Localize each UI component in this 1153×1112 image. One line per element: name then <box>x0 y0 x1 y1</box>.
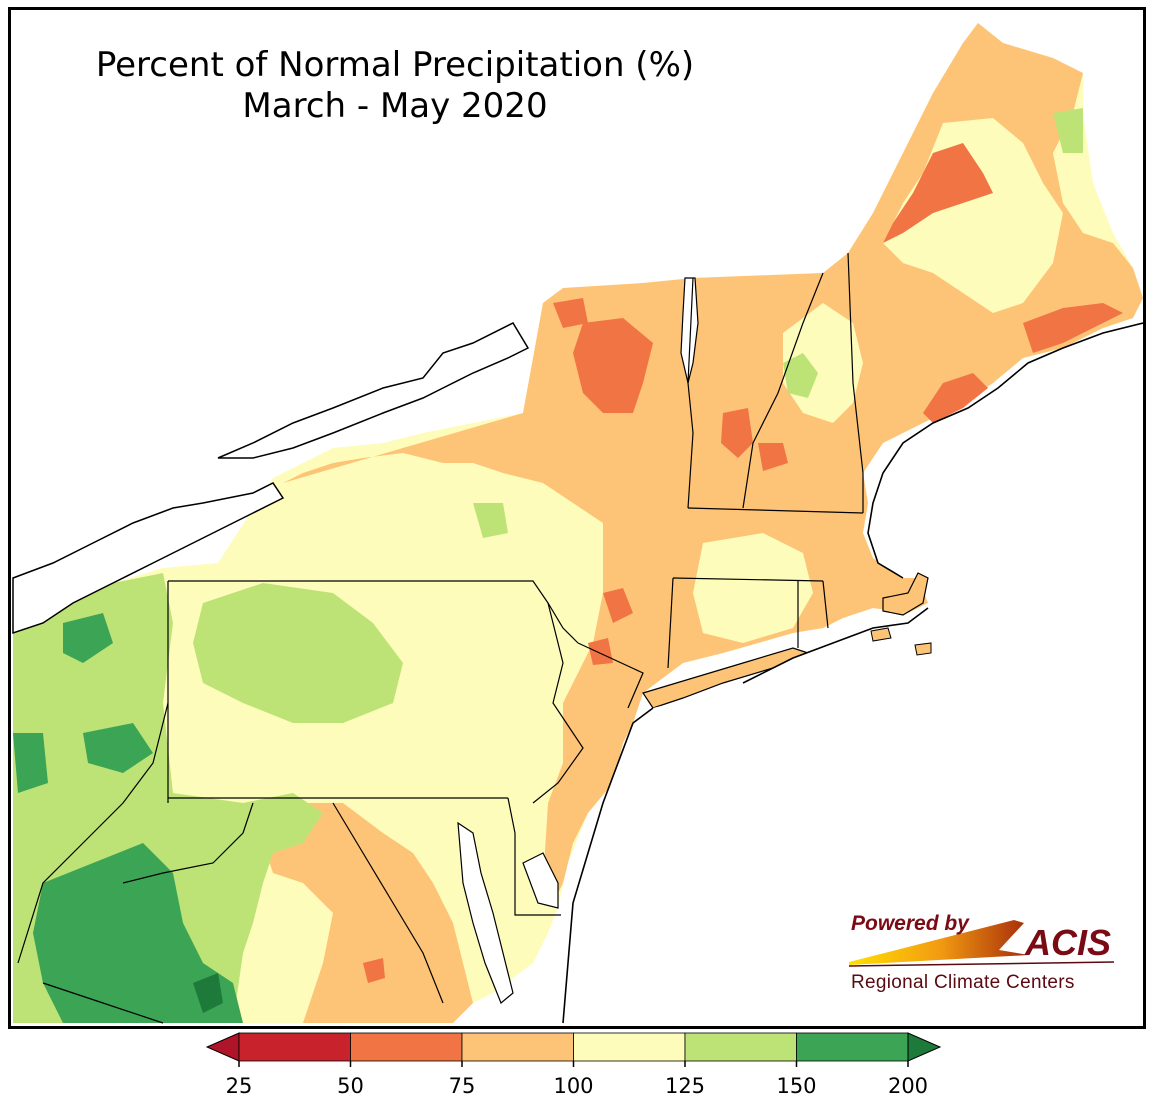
zone-50-75-hudson <box>603 588 633 623</box>
zone-50-75-nh-coast <box>923 373 988 423</box>
zone-50-75-maine-coast <box>1023 303 1123 353</box>
colorbar-bin <box>238 1032 351 1062</box>
acis-swoosh-icon <box>848 920 1115 967</box>
lake-ontario <box>217 322 530 459</box>
map-subtitle: March - May 2020 <box>242 86 548 126</box>
colorbar-tick-label: 25 <box>226 1074 253 1098</box>
state-boundaries <box>17 252 864 1024</box>
zone-50-75-nw-ny <box>553 298 588 328</box>
cape-cod <box>882 572 929 616</box>
boundary-oh-wv-south <box>42 982 164 1024</box>
lake-erie <box>12 482 285 635</box>
zone-50-75-virginia <box>363 958 385 983</box>
colorbar-tick-label: 75 <box>449 1074 476 1098</box>
boundary-vt-ny <box>687 277 694 509</box>
map-title: Percent of Normal Precipitation (%) <box>95 45 695 85</box>
zone-125-150-maine-ne <box>1053 108 1083 153</box>
acis-subtitle: Regional Climate Centers <box>851 972 1075 993</box>
boundary-nj-ny <box>577 642 644 709</box>
lake-champlain <box>680 277 699 384</box>
zone-150-200-oh <box>63 613 113 663</box>
zone-125-150-nh-mtn <box>783 353 818 398</box>
zone-100-125-ny-central <box>323 473 593 603</box>
atlantic-ocean <box>563 323 1143 1023</box>
precipitation-map <box>11 10 1143 1026</box>
colorbar-bin <box>796 1032 909 1062</box>
zone-100-125-ma <box>693 533 813 643</box>
boundary-nh-me <box>847 252 864 513</box>
colorbar-tick-label: 50 <box>337 1074 364 1098</box>
acis-logo: Powered by ACIS Regional Climate Centers <box>839 910 1129 1005</box>
boundary-ct-ma <box>672 577 824 582</box>
zone-150-200-wv <box>33 843 243 1023</box>
colorbar-ticks: 25 50 75 100 125 150 200 <box>226 1061 928 1098</box>
coastline <box>562 322 1143 1024</box>
marthas-vineyard <box>870 627 892 642</box>
zone-150-200-oh-south <box>83 723 153 773</box>
boundary-vt-nh <box>742 272 824 509</box>
zone-75-100-maryland <box>263 803 473 1023</box>
boundary-wv-oh <box>17 702 169 964</box>
zone-150-200-oh-west <box>13 733 48 793</box>
zone-50-75-vt <box>721 408 753 458</box>
colorbar-tick-label: 150 <box>776 1074 816 1098</box>
zone-125-150-pa <box>193 583 403 723</box>
colorbar-tick-label: 100 <box>553 1074 593 1098</box>
nantucket <box>914 642 932 656</box>
colorbar-tick-label: 125 <box>665 1074 705 1098</box>
zone-50-75-adirondacks <box>573 318 653 413</box>
boundary-md-va <box>332 802 444 1004</box>
boundary-pa-west <box>167 580 218 798</box>
zone-150-200-va <box>193 973 223 1013</box>
colorbar-under-arrow <box>205 1032 240 1062</box>
colorbar-bins <box>205 1032 942 1062</box>
boundary-ri-ma <box>822 580 829 629</box>
zone-50-75-nj-north <box>588 638 613 665</box>
delaware-bay <box>522 852 559 909</box>
boundary-wv-md <box>122 798 254 884</box>
colorbar-bin <box>573 1032 686 1062</box>
boundary-nj-pa <box>532 602 584 804</box>
acis-powered-by: Powered by <box>851 912 969 935</box>
colorbar-bin <box>350 1032 463 1062</box>
boundary-de <box>507 797 561 916</box>
colorbar-over-arrow <box>907 1032 942 1062</box>
boundary-ma-north <box>687 507 864 514</box>
boundary-ct-ny <box>667 577 674 669</box>
zone-50-75-nh-south <box>758 443 788 471</box>
zone-50-75-maine-north <box>883 143 993 243</box>
colorbar-tick-label: 200 <box>888 1074 928 1098</box>
colorbar-legend: 25 50 75 100 125 150 200 <box>205 1032 942 1098</box>
colorbar-bin <box>684 1032 797 1062</box>
acis-name: ACIS <box>1025 922 1112 963</box>
colorbar-bin <box>461 1032 574 1062</box>
map-frame: Percent of Normal Precipitation (%) Marc… <box>8 7 1146 1029</box>
zone-125-150-ny-west <box>473 503 508 538</box>
chesapeake-bay <box>457 821 514 1004</box>
